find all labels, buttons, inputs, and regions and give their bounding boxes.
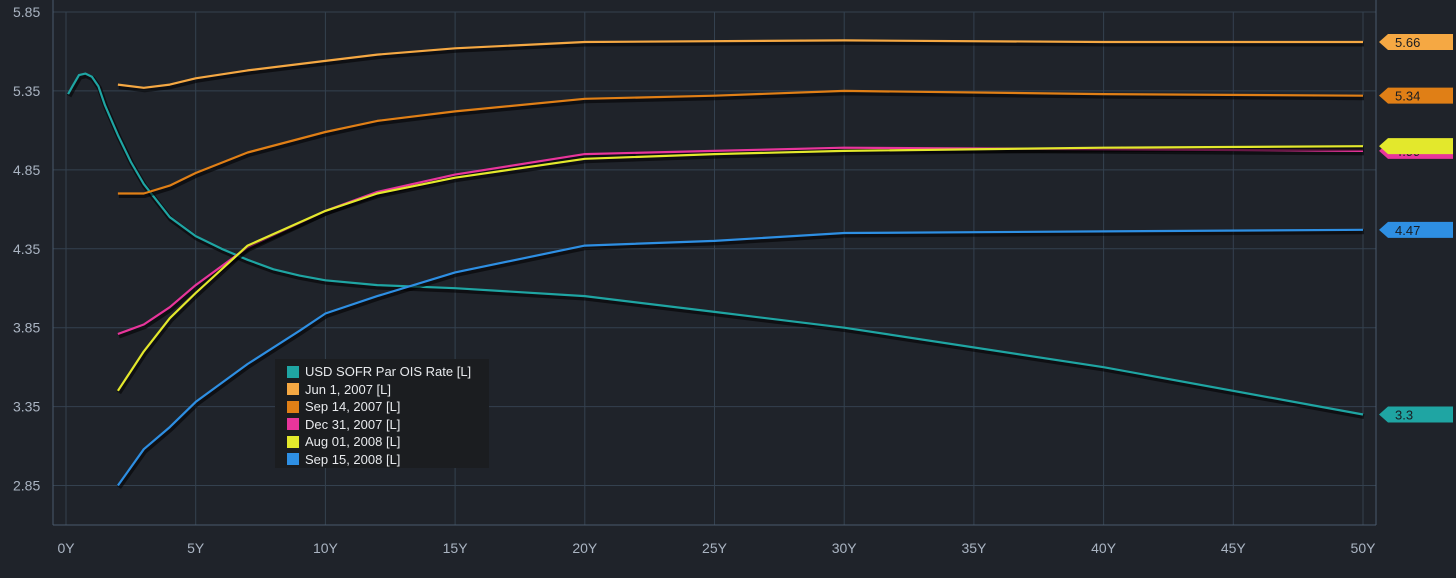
- x-tick-label: 15Y: [443, 540, 469, 556]
- legend-swatch: [287, 453, 299, 466]
- end-value-badge: [1379, 221, 1453, 238]
- series-line-shadow: [118, 39, 1364, 93]
- series-line-shadow: [118, 90, 1365, 198]
- end-value-label: 5.34: [1395, 89, 1420, 104]
- legend-item-sep-2007[interactable]: Sep 14, 2007 [L]: [287, 398, 489, 416]
- end-value-badge: [1379, 87, 1453, 104]
- legend-label: Sep 14, 2007 [L]: [305, 399, 401, 415]
- y-tick-label: 3.35: [13, 399, 40, 415]
- series-line: [116, 145, 1364, 392]
- legend-label: Dec 31, 2007 [L]: [305, 416, 401, 432]
- x-tick-label: 0Y: [57, 540, 75, 556]
- series-line-shadow: [116, 145, 1365, 395]
- legend-item-dec-2007[interactable]: Dec 31, 2007 [L]: [287, 416, 489, 434]
- series-line: [117, 146, 1364, 336]
- legend-label: Aug 01, 2008 [L]: [305, 434, 401, 450]
- legend-label: Jun 1, 2007 [L]: [305, 381, 392, 397]
- x-tick-label: 50Y: [1351, 540, 1377, 556]
- series-line: [117, 228, 1364, 487]
- x-tick-label: 30Y: [832, 540, 858, 556]
- x-tick-label: 25Y: [702, 540, 728, 556]
- x-tick-label: 40Y: [1091, 540, 1117, 556]
- end-value-badge: [1379, 406, 1453, 423]
- x-tick-label: 45Y: [1221, 540, 1247, 556]
- chart-legend: USD SOFR Par OIS Rate [L] Jun 1, 2007 [L…: [275, 359, 489, 468]
- x-tick-label: 10Y: [313, 540, 339, 556]
- legend-item-sep-2008[interactable]: Sep 15, 2008 [L]: [287, 451, 489, 469]
- x-tick-label: 20Y: [572, 540, 598, 556]
- series-line-shadow: [66, 73, 1365, 419]
- legend-label: Sep 15, 2008 [L]: [305, 451, 401, 467]
- y-tick-label: 5.35: [13, 83, 40, 99]
- x-tick-label: 5Y: [187, 540, 205, 556]
- legend-swatch: [287, 400, 299, 413]
- legend-swatch: [287, 418, 299, 431]
- legend-swatch: [287, 365, 299, 378]
- series-line: [67, 72, 1364, 416]
- legend-swatch: [287, 383, 299, 396]
- series-line: [117, 89, 1364, 195]
- legend-item-jun-2007[interactable]: Jun 1, 2007 [L]: [287, 381, 489, 399]
- legend-item-usd-sofr[interactable]: USD SOFR Par OIS Rate [L]: [287, 363, 489, 381]
- y-tick-label: 3.85: [13, 320, 40, 336]
- y-tick-label: 4.35: [13, 241, 40, 257]
- end-value-badge: [1379, 138, 1453, 155]
- x-tick-label: 35Y: [961, 540, 987, 556]
- y-tick-label: 4.85: [13, 162, 40, 178]
- y-tick-label: 2.85: [13, 478, 40, 494]
- end-value-label: 5.66: [1395, 35, 1420, 50]
- series-line-shadow: [116, 229, 1365, 489]
- legend-item-aug-2008[interactable]: Aug 01, 2008 [L]: [287, 433, 489, 451]
- series-line: [117, 39, 1363, 89]
- legend-swatch: [287, 435, 299, 448]
- end-value-badge: [1379, 33, 1453, 50]
- end-value-label: 4.47: [1395, 223, 1420, 238]
- y-tick-label: 5.85: [13, 4, 40, 20]
- legend-label: USD SOFR Par OIS Rate [L]: [305, 364, 472, 380]
- end-value-label: 3.3: [1395, 408, 1413, 423]
